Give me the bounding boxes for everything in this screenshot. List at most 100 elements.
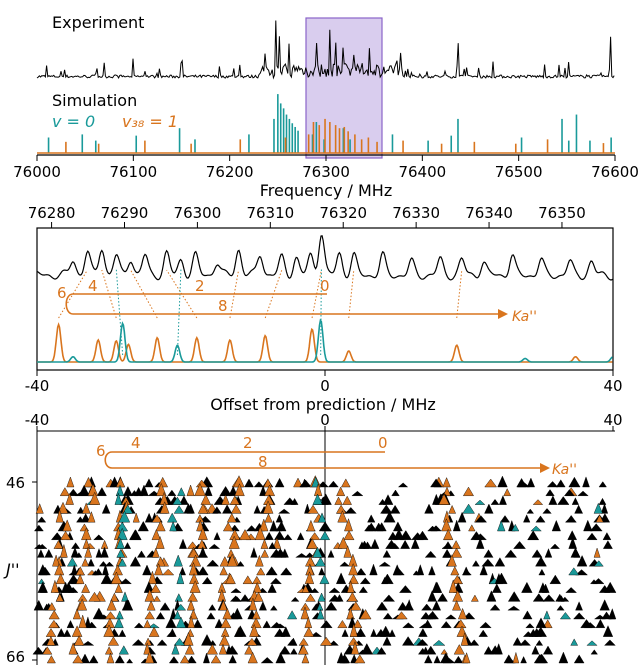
lw-marker-863 [210,654,222,664]
overview-tick-76000: 76000 [13,163,61,181]
lw-marker-125 [172,496,183,505]
lw-marker-846 [424,654,433,664]
lw-marker-827 [558,651,569,664]
lw-marker-85 [498,495,507,505]
lw-marker-162 [159,501,170,514]
lw-marker-332 [306,538,318,549]
lw-marker-693 [48,619,60,628]
lw-marker-167 [335,504,347,514]
lw-marker-674 [583,622,597,628]
lw-marker-437 [91,570,100,576]
lw-marker-684 [402,622,415,628]
lw-marker-663 [337,620,348,628]
lw-marker-629 [382,612,393,620]
lw-marker-139 [76,506,85,514]
lw-marker-7 [598,481,607,488]
lw-marker-38 [341,478,351,488]
lw-marker-93 [334,496,343,505]
lw-marker-219 [589,523,603,532]
lw-marker-395 [576,555,588,567]
lw-marker-413 [255,554,264,567]
lw-marker-816 [68,642,78,655]
lw-marker-550 [555,593,565,602]
lw-marker-67 [259,485,267,496]
lw-marker-567 [110,592,119,602]
zoom-top-tick-76330: 76330 [392,204,440,222]
lw-marker-73 [194,483,206,496]
lw-marker-688 [165,616,177,628]
lw-marker-518 [358,586,368,593]
lw-marker-442 [568,567,580,576]
lw-marker-439 [575,569,589,576]
lw-marker-517 [491,583,502,593]
lw-marker-166 [307,504,319,514]
lw-marker-234 [321,526,333,532]
lw-marker-818 [143,642,151,655]
lw-marker-631 [522,610,533,620]
lw-ka-0: 0 [378,434,388,452]
lw-marker-5 [299,479,312,488]
lw-marker-587 [405,598,413,611]
lw-marker-768 [535,639,544,646]
lw-ka-axis-label: Ka'' [552,462,577,478]
lw-marker-473 [549,574,562,584]
lw-marker-196 [80,513,91,523]
lw-marker-320 [400,539,411,549]
lw-marker-634 [573,612,586,620]
lw-marker-21 [517,481,531,488]
zoom-connector-orange-8 [456,269,463,319]
lw-marker-307 [71,542,81,549]
lw-marker-126 [312,493,323,505]
lw-marker-505 [521,581,533,593]
lw-marker-648 [395,611,408,620]
lw-marker-411 [189,554,202,567]
lw-marker-242 [62,519,72,532]
lw-marker-683 [542,619,553,628]
lw-marker-783 [460,631,469,646]
lw-marker-174 [535,515,546,523]
lw-marker-752 [81,641,95,646]
lw-marker-855 [336,651,346,664]
lw-marker-685 [422,619,433,628]
lw-marker-561 [88,591,101,602]
lw-marker-829 [203,652,210,664]
lw-marker-135 [222,504,233,514]
lw-marker-625 [231,607,243,620]
lw-marker-368 [60,543,68,558]
lw-marker-679 [479,621,492,628]
simulation-sticks [37,94,615,154]
lw-y-label: J'' [3,560,20,579]
zoom-connector-orange-4 [229,269,240,319]
lw-marker-451 [39,566,51,576]
lw-marker-398 [206,559,220,567]
lw-marker-581 [507,605,521,611]
lw-marker-511 [399,585,412,593]
lw-marker-716 [63,629,72,637]
lw-marker-169 [122,504,134,514]
lw-marker-68 [351,490,364,496]
lw-marker-165 [262,500,274,514]
lw-marker-703 [114,617,124,628]
lw-marker-723 [56,628,66,637]
lw-marker-325 [53,539,64,549]
zoom-top-ticks: 76280 76290 76300 76310 76320 76330 76340 76350 [28,204,586,228]
lw-marker-652 [104,611,117,620]
zoom-connector-teal-2 [320,267,322,356]
lw-marker-385 [104,561,115,567]
lw-marker-133 [484,503,494,514]
lw-marker-606 [316,602,324,611]
lw-marker-461 [450,566,460,576]
lw-marker-233 [376,522,387,532]
lw-marker-489 [75,573,85,584]
lw-marker-760 [416,639,429,646]
lw-marker-600 [258,601,267,611]
lw-marker-346 [44,548,54,558]
lw-marker-31 [83,476,94,488]
lw-marker-311 [123,542,132,549]
overview-tick-76300: 76300 [302,163,350,181]
zoom-top-tick-76310: 76310 [246,204,294,222]
lw-marker-108 [571,497,580,505]
lw-marker-717 [379,625,392,637]
lw-marker-142 [574,504,584,514]
lw-marker-156 [593,502,603,514]
